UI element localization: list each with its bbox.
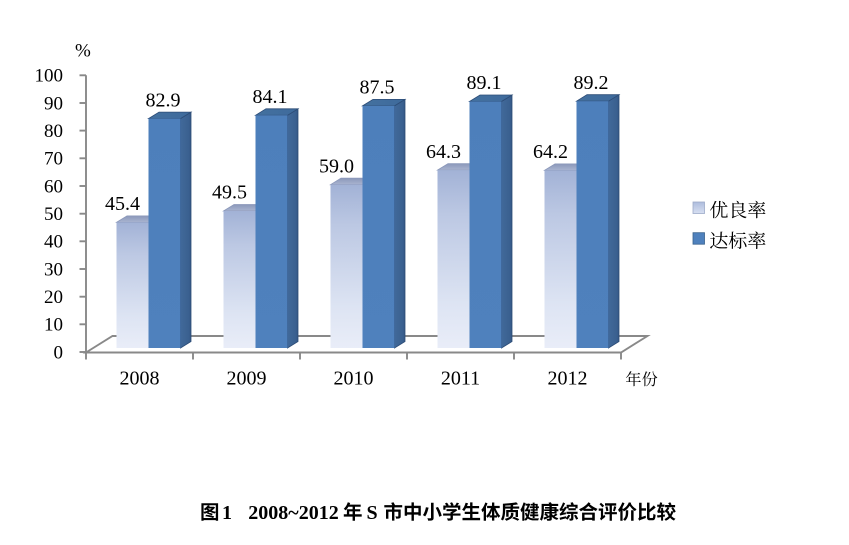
svg-text:49.5: 49.5 (212, 182, 247, 204)
svg-text:0: 0 (54, 342, 64, 363)
svg-text:90: 90 (44, 93, 63, 114)
svg-text:87.5: 87.5 (360, 77, 395, 99)
svg-text:45.4: 45.4 (105, 193, 140, 215)
svg-text:2011: 2011 (441, 368, 480, 390)
svg-text:2009: 2009 (227, 368, 267, 390)
svg-text:10: 10 (44, 315, 63, 336)
svg-text:2008: 2008 (120, 368, 160, 390)
svg-text:64.2: 64.2 (533, 141, 568, 163)
svg-text:S: S (367, 502, 378, 524)
svg-text:2008~2012: 2008~2012 (248, 502, 338, 524)
svg-text:40: 40 (44, 232, 63, 253)
svg-text:1: 1 (222, 502, 232, 524)
svg-text:2012: 2012 (548, 368, 588, 390)
svg-text:89.1: 89.1 (467, 72, 502, 94)
svg-text:82.9: 82.9 (146, 89, 181, 111)
svg-text:59.0: 59.0 (319, 155, 354, 177)
svg-text:80: 80 (44, 121, 63, 142)
svg-text:89.2: 89.2 (574, 72, 609, 94)
svg-text:60: 60 (44, 176, 63, 197)
svg-text:84.1: 84.1 (253, 86, 288, 108)
svg-text:70: 70 (44, 149, 63, 170)
svg-text:50: 50 (44, 204, 63, 225)
svg-text:30: 30 (44, 259, 63, 280)
svg-text:100: 100 (35, 66, 64, 87)
svg-text:2010: 2010 (334, 368, 374, 390)
svg-text:20: 20 (44, 287, 63, 308)
svg-text:64.3: 64.3 (426, 141, 461, 163)
svg-text:%: % (75, 41, 91, 62)
